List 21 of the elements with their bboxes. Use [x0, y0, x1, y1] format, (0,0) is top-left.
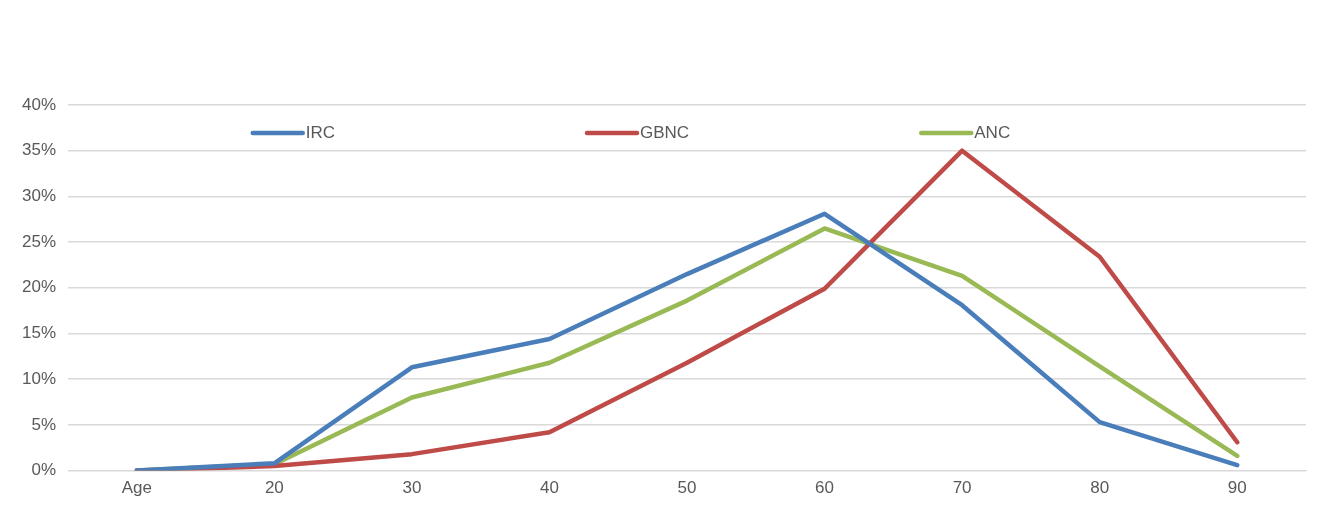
- y-tick-label: 25%: [21, 231, 57, 251]
- x-tick-label: 60: [815, 478, 835, 498]
- x-tick-label: 20: [264, 478, 284, 498]
- legend-label: GBNC: [640, 122, 690, 142]
- x-tick-label: 50: [677, 478, 697, 498]
- y-tick-label: 20%: [21, 277, 57, 297]
- legend-label: IRC: [305, 122, 336, 142]
- y-tick-label: 10%: [21, 368, 57, 388]
- x-tick-label: 40: [540, 478, 559, 498]
- x-tick-label: Age: [121, 478, 152, 498]
- legend-label: ANC: [974, 122, 1011, 142]
- x-tick-label: 70: [952, 478, 972, 498]
- y-tick-label: 15%: [21, 323, 57, 343]
- x-tick-label: 30: [402, 478, 422, 498]
- y-tick-label: 30%: [21, 186, 57, 206]
- y-tick-label: 35%: [21, 140, 57, 160]
- y-tick-label: 40%: [21, 94, 57, 114]
- x-tick-label: 80: [1090, 478, 1110, 498]
- y-tick-label: 5%: [31, 414, 57, 434]
- y-tick-label: 0%: [31, 460, 57, 480]
- x-tick-label: 90: [1227, 478, 1247, 498]
